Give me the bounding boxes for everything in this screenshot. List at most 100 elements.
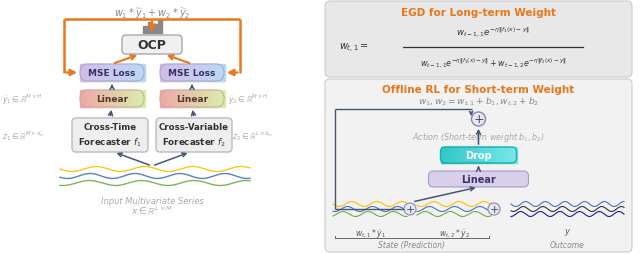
Bar — [164, 91, 166, 108]
Bar — [172, 91, 173, 108]
Text: $w_{t,1} =$: $w_{t,1} =$ — [339, 41, 369, 54]
Text: $z_2 \in \mathbb{R}^{L \times d_m}$: $z_2 \in \mathbb{R}^{L \times d_m}$ — [232, 129, 273, 142]
Bar — [191, 91, 193, 108]
Bar — [207, 91, 209, 108]
Bar — [477, 147, 479, 163]
Bar — [206, 91, 207, 108]
Bar — [108, 91, 109, 108]
Bar — [122, 91, 123, 108]
Bar — [442, 147, 444, 163]
Bar — [458, 147, 460, 163]
Bar — [506, 147, 508, 163]
Bar — [221, 91, 222, 108]
Bar — [165, 65, 167, 82]
Bar — [440, 147, 442, 163]
Bar — [495, 147, 497, 163]
Bar — [500, 147, 502, 163]
Bar — [122, 65, 123, 82]
Bar — [222, 91, 223, 108]
Bar — [99, 65, 100, 82]
Bar — [128, 65, 129, 82]
Bar — [83, 65, 84, 82]
Bar — [80, 91, 81, 108]
Bar — [463, 147, 465, 163]
Bar — [216, 91, 217, 108]
Bar — [173, 91, 174, 108]
Bar — [161, 65, 163, 82]
Text: $w_{t,2} * \widetilde{y}_2$: $w_{t,2} * \widetilde{y}_2$ — [438, 226, 470, 239]
Bar — [162, 65, 164, 82]
Bar — [443, 147, 445, 163]
Text: $\widetilde{y}_1 \in \mathbb{R}^{M \times H}$: $\widetilde{y}_1 \in \mathbb{R}^{M \time… — [2, 92, 43, 106]
Bar — [162, 91, 164, 108]
Text: $w_{t-1,1}e^{-\eta\|f_1(x)-y\|} + w_{t-1,2}e^{-\eta\|f_2(x)-y\|}$: $w_{t-1,1}e^{-\eta\|f_1(x)-y\|} + w_{t-1… — [420, 56, 566, 70]
Bar — [97, 91, 99, 108]
Bar — [127, 91, 129, 108]
Bar — [120, 65, 122, 82]
Bar — [197, 91, 199, 108]
Bar — [82, 65, 84, 82]
Bar — [98, 65, 100, 82]
Text: MSE Loss: MSE Loss — [168, 69, 216, 78]
Bar — [511, 147, 513, 163]
Bar — [109, 91, 110, 108]
Bar — [209, 91, 211, 108]
Bar — [504, 147, 506, 163]
Bar — [488, 147, 489, 163]
Bar — [136, 91, 137, 108]
Bar — [457, 147, 459, 163]
Bar — [223, 91, 225, 108]
Bar — [84, 65, 86, 82]
Bar — [219, 91, 220, 108]
Bar — [91, 91, 92, 108]
Bar — [106, 91, 107, 108]
Bar — [445, 147, 447, 163]
Bar — [210, 91, 212, 108]
Bar — [142, 91, 143, 108]
Bar — [164, 65, 166, 82]
Bar — [218, 65, 219, 82]
Bar — [124, 65, 125, 82]
Bar — [490, 147, 492, 163]
Bar — [128, 91, 129, 108]
Bar — [171, 91, 172, 108]
Bar — [476, 147, 477, 163]
Text: $w_1, w_2 = w_{t,1} + b_1, w_{t,2} + b_2$: $w_1, w_2 = w_{t,1} + b_1, w_{t,2} + b_2… — [418, 96, 539, 108]
Bar — [190, 91, 191, 108]
Bar — [114, 65, 116, 82]
Bar — [179, 65, 180, 82]
Bar — [486, 147, 488, 163]
Bar — [85, 65, 87, 82]
Text: Linear: Linear — [96, 95, 128, 104]
Bar — [88, 65, 90, 82]
Bar — [168, 65, 170, 82]
Bar — [211, 65, 212, 82]
Bar — [475, 147, 476, 163]
Bar — [93, 65, 94, 82]
Bar — [444, 147, 446, 163]
Bar — [178, 65, 180, 82]
Bar — [208, 65, 209, 82]
Bar — [100, 91, 102, 108]
Bar — [166, 91, 168, 108]
Bar — [143, 91, 145, 108]
Bar — [203, 91, 204, 108]
Bar — [223, 65, 225, 82]
Bar — [213, 91, 215, 108]
Bar — [219, 65, 220, 82]
Bar — [160, 91, 161, 108]
Bar — [84, 91, 86, 108]
Bar — [187, 65, 188, 82]
Bar — [452, 147, 454, 163]
Bar — [222, 65, 223, 82]
Bar — [508, 147, 509, 163]
Bar — [198, 65, 200, 82]
Bar — [178, 91, 180, 108]
Bar — [220, 65, 221, 82]
Bar — [125, 65, 126, 82]
Bar — [502, 147, 504, 163]
Bar — [453, 147, 455, 163]
Bar — [471, 147, 473, 163]
Text: Input Multivariate Series: Input Multivariate Series — [100, 196, 204, 205]
Text: +: + — [405, 204, 415, 214]
